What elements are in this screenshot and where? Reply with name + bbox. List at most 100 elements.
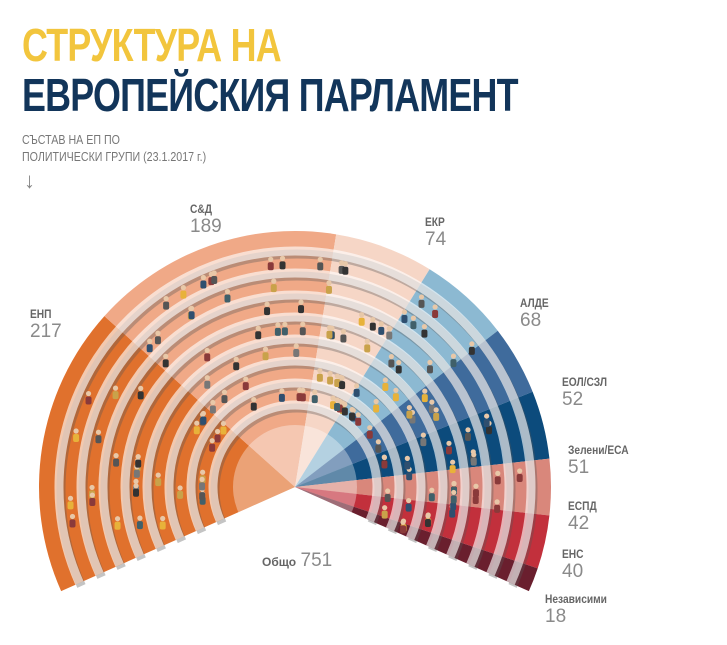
member-body xyxy=(465,432,472,441)
member-head xyxy=(427,359,433,366)
member-body xyxy=(428,405,435,414)
member-body xyxy=(373,404,380,413)
member-body xyxy=(364,344,371,353)
member-head xyxy=(89,492,95,498)
member-body xyxy=(432,309,439,318)
member-head xyxy=(375,439,381,445)
bench-row xyxy=(54,246,536,585)
group-name: С&Д xyxy=(190,202,213,216)
member-head xyxy=(89,484,95,491)
member-head xyxy=(147,338,153,344)
member-body xyxy=(449,465,456,474)
member-body xyxy=(349,412,356,421)
member-body xyxy=(381,460,388,469)
member-head xyxy=(450,459,456,465)
member-head xyxy=(268,256,274,262)
member-head xyxy=(271,278,277,284)
member-head xyxy=(95,429,102,435)
member-head xyxy=(382,505,388,511)
member-body xyxy=(311,395,318,404)
member-head xyxy=(199,476,205,482)
member-head xyxy=(211,270,217,276)
member-body xyxy=(334,403,341,412)
member-head xyxy=(204,375,210,381)
bench-row xyxy=(186,378,404,532)
member-head xyxy=(69,513,76,520)
group-seats: 18 xyxy=(545,606,567,627)
member-head xyxy=(67,495,74,501)
member-head xyxy=(385,488,391,494)
member-body xyxy=(262,352,269,361)
member-head xyxy=(469,341,475,347)
member-head xyxy=(233,356,239,362)
member-head xyxy=(224,288,231,295)
inner-core-segment xyxy=(295,480,357,494)
member-body xyxy=(270,284,277,293)
member-head xyxy=(209,438,215,444)
member-body xyxy=(388,359,395,368)
member-body xyxy=(494,504,501,513)
member-body xyxy=(199,482,206,491)
member-head xyxy=(221,389,228,395)
group-label: ЕОЛ/СЗЛ 52 xyxy=(562,376,615,409)
member-body xyxy=(274,327,281,336)
member-head xyxy=(330,395,336,401)
member-body xyxy=(428,493,435,502)
inner-core-segment xyxy=(295,434,345,487)
inner-core-segment xyxy=(295,487,354,513)
member-body xyxy=(67,501,74,510)
group-seats: 51 xyxy=(568,457,590,478)
member-head xyxy=(133,478,139,484)
group-label: ЕНП 217 xyxy=(30,308,62,341)
member-body xyxy=(420,438,427,447)
subtitle-line-1: СЪСТАВ НА ЕП ПО xyxy=(22,132,120,147)
member-body xyxy=(327,376,334,385)
group-name: ЕНП xyxy=(30,307,52,321)
member-head xyxy=(210,399,216,406)
member-head xyxy=(326,280,332,286)
member-head xyxy=(85,390,92,397)
member-body xyxy=(299,327,306,336)
inner-core-segment xyxy=(248,424,305,487)
bench-row xyxy=(142,334,448,550)
member-body xyxy=(199,492,206,501)
member-head xyxy=(473,483,479,489)
member-body xyxy=(406,410,413,419)
inner-core-segment xyxy=(233,445,295,513)
member-body xyxy=(209,405,216,414)
member-head xyxy=(406,404,412,411)
member-body xyxy=(468,346,475,355)
subtitle-line-2: ПОЛИТИЧЕСКИ ГРУПИ (23.1.2017 г.) xyxy=(22,149,207,164)
member-head xyxy=(279,388,285,394)
member-body xyxy=(298,305,305,314)
member-head xyxy=(433,407,439,413)
member-head xyxy=(194,420,200,426)
member-head xyxy=(484,413,490,419)
member-head xyxy=(370,316,376,323)
title-line-1: СТРУКТУРА НА xyxy=(22,19,282,71)
member-head xyxy=(113,453,119,459)
bench-row xyxy=(164,356,426,541)
member-body xyxy=(355,417,362,426)
member-body xyxy=(209,443,216,452)
member-body xyxy=(339,381,346,390)
member-head xyxy=(418,294,425,300)
member-head xyxy=(200,410,207,417)
member-body xyxy=(334,379,341,388)
member-head xyxy=(334,373,340,379)
member-head xyxy=(326,325,333,331)
member-body xyxy=(382,383,389,392)
group-name: ЕКР xyxy=(425,215,445,229)
member-body xyxy=(154,336,161,345)
member-body xyxy=(69,519,76,528)
member-body xyxy=(136,521,143,530)
member-head xyxy=(451,481,457,487)
member-head xyxy=(420,432,426,438)
member-head xyxy=(381,454,388,461)
member-body xyxy=(188,311,195,320)
member-head xyxy=(155,330,161,336)
member-body xyxy=(366,430,373,439)
member-head xyxy=(429,487,435,493)
member-body xyxy=(221,395,228,404)
group-seats: 74 xyxy=(425,229,447,250)
